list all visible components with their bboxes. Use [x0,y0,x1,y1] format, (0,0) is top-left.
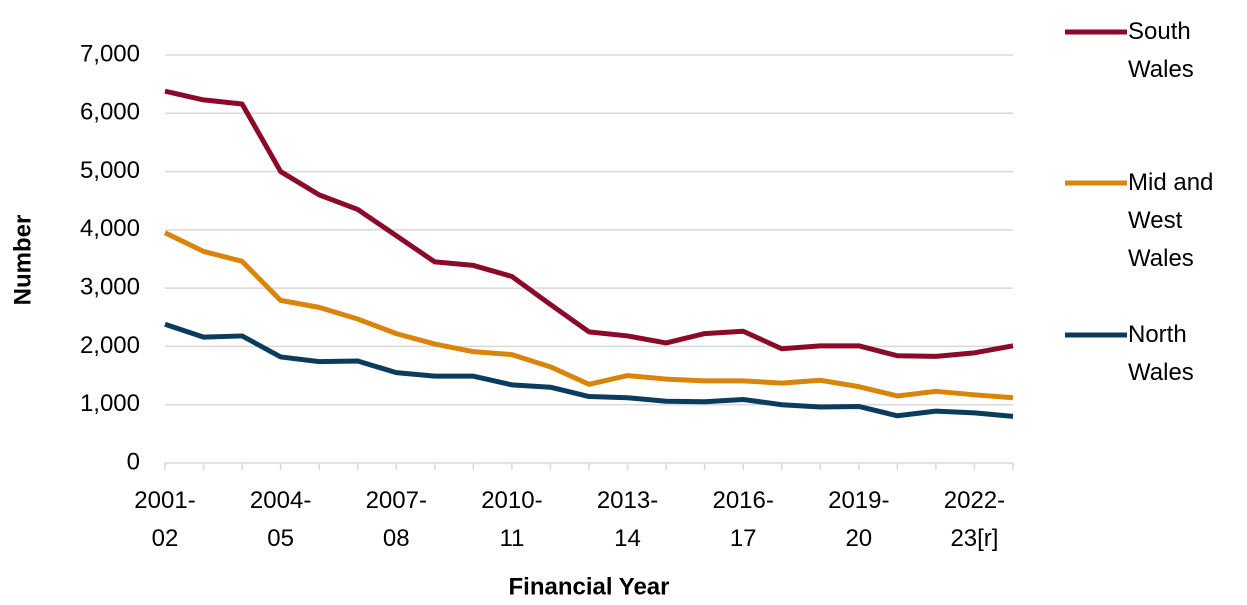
legend-label: South Wales [1128,18,1194,83]
x-tick-label: 2001-02 [134,487,196,552]
y-tick-label: 2,000 [80,332,140,359]
y-tick-label: 0 [127,448,140,475]
line [163,230,1014,401]
x-tick-label: 2019-20 [828,487,890,552]
y-tick-label: 3,000 [80,273,140,300]
legend-label: Mid and West Wales [1128,169,1214,272]
legend-label: North Wales [1128,321,1194,386]
y-tick-label: 5,000 [80,157,140,184]
y-tick-label: 7,000 [80,40,140,67]
x-tick-label: 2007-08 [365,487,427,552]
line [164,321,1014,419]
y-tick-label: 4,000 [80,215,140,242]
x-tick-label: 2004-05 [249,487,312,552]
y-tick-label: 1,000 [80,390,140,417]
x-tick-label: 2022-23[r] [943,487,1006,552]
line [164,88,1014,359]
x-tick-label: 2013-14 [596,487,659,552]
y-tick-label: 6,000 [80,99,140,126]
x-tick-label: 2010-11 [481,487,543,552]
y-axis-label: Number [9,215,36,306]
x-tick-label: 2016-17 [712,487,774,552]
x-axis-label: Financial Year [509,573,670,600]
